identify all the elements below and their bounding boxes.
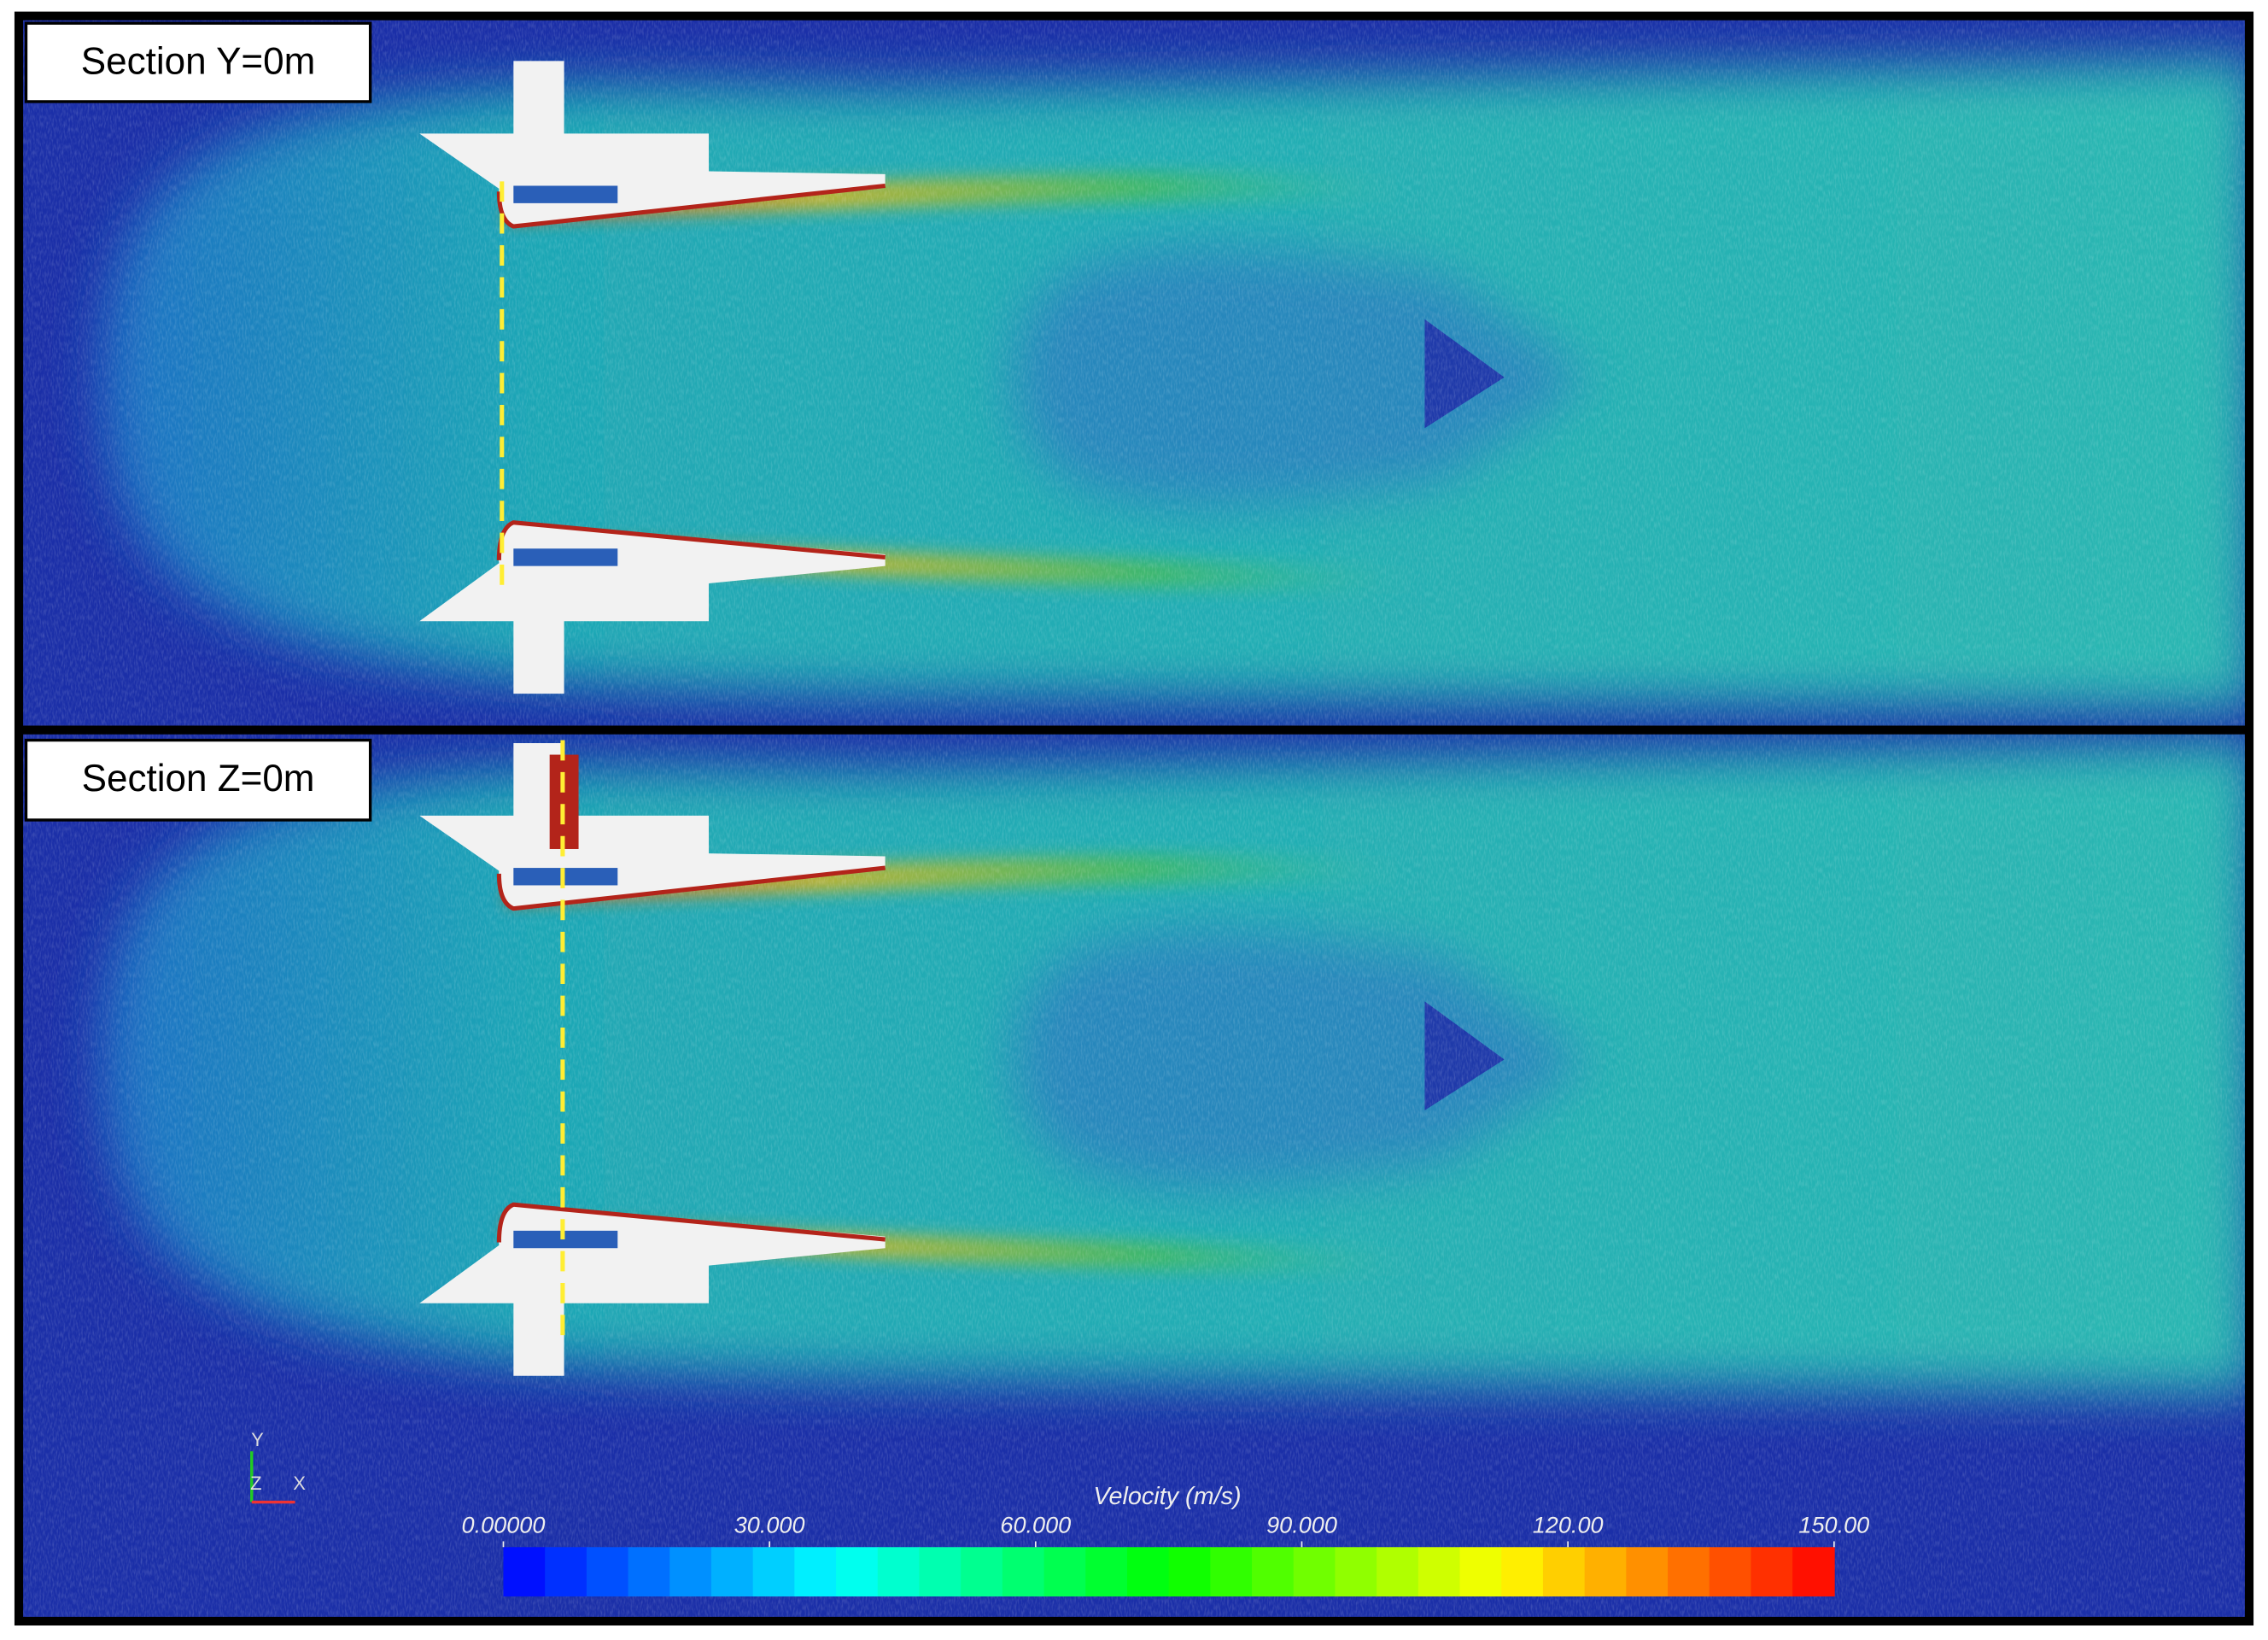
colorbar-swatch [836,1547,879,1597]
colorbar-swatch [1293,1547,1336,1597]
colorbar-swatch [1751,1547,1793,1597]
colorbar-swatch [628,1547,671,1597]
colorbar-swatch [752,1547,796,1597]
colorbar-swatch [1792,1547,1835,1597]
flow-field-z [0,624,2268,1640]
axis-label: Y [251,1429,264,1450]
colorbar-tick-label: 120.00 [1533,1512,1604,1538]
colorbar-tick-label: 0.00000 [462,1512,546,1538]
colorbar-swatch [586,1547,629,1597]
colorbar-swatch [1126,1547,1170,1597]
colorbar-swatch [1085,1547,1128,1597]
colorbar-swatch [1377,1547,1419,1597]
section-label: Section Y=0m [81,40,316,82]
axis-triad: Y Z X [250,1429,306,1504]
colorbar-swatch [1584,1547,1628,1597]
colorbar-swatch [1002,1547,1045,1597]
colorbar-swatch [1418,1547,1461,1597]
colorbar-tick-label: 60.000 [1000,1512,1071,1538]
axis-label: X [293,1473,306,1494]
flow-field-y [0,0,2268,958]
colorbar-swatch [669,1547,712,1597]
colorbar-swatch [1709,1547,1752,1597]
colorbar-swatch [1668,1547,1710,1597]
colorbar-tick-label: 30.000 [734,1512,805,1538]
colorbar-swatch [545,1547,587,1597]
colorbar-swatch [1459,1547,1503,1597]
colorbar-swatch [1335,1547,1377,1597]
colorbar-swatch [1168,1547,1212,1597]
colorbar-swatch [1542,1547,1586,1597]
colorbar-swatch [877,1547,921,1597]
colorbar-swatch [794,1547,837,1597]
label-box [24,738,372,822]
colorbar-swatch [1043,1547,1087,1597]
label-box [24,21,372,103]
colorbar-swatch [1626,1547,1669,1597]
colorbar: 0.00000 30.000 60.000 90.000 120.00 150.00 [462,1512,1869,1597]
colorbar-swatch [919,1547,962,1597]
colorbar-title: Velocity (m/s) [1093,1483,1241,1510]
colorbar-tick-label: 150.00 [1798,1512,1869,1538]
colorbar-tick-label: 90.000 [1266,1512,1337,1538]
colorbar-swatch [1210,1547,1253,1597]
section-label: Section Z=0m [82,758,315,800]
colorbar-swatch [710,1547,754,1597]
colorbar-swatch [961,1547,1003,1597]
colorbar-swatch [1501,1547,1544,1597]
colorbar-swatch [1252,1547,1295,1597]
colorbar-swatch [503,1547,547,1597]
axis-label: Z [250,1473,261,1494]
